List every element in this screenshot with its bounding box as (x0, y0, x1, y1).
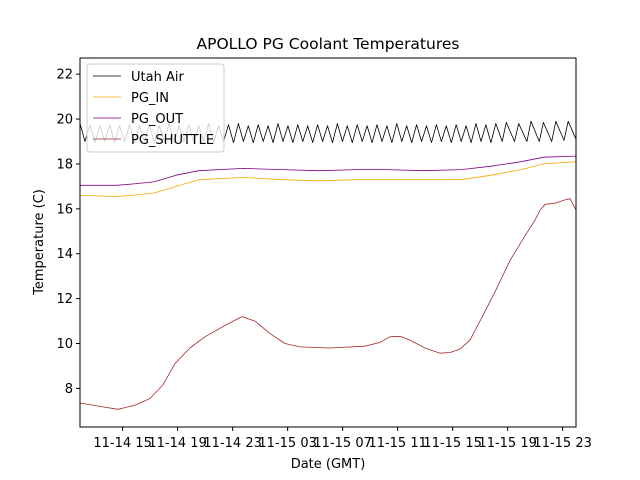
series-line-pg-shuttle (80, 198, 576, 410)
legend: Utah Air PG_IN PG_OUT PG_SHUTTLE (86, 63, 225, 153)
chart-title: APOLLO PG Coolant Temperatures (197, 35, 460, 53)
legend-label: PG_IN (131, 91, 169, 106)
x-tick-label: 11-15 23 (533, 436, 591, 451)
y-tick-label: 10 (56, 337, 73, 352)
y-tick-label: 18 (56, 157, 73, 172)
x-tick-label: 11-15 11 (368, 436, 426, 451)
x-tick-label: 11-14 23 (203, 436, 261, 451)
y-tick-label: 14 (56, 247, 73, 262)
x-tick-label: 11-14 15 (93, 436, 151, 451)
legend-entry: PG_SHUTTLE (93, 133, 214, 148)
legend-entry: PG_IN (93, 91, 169, 106)
y-tick-label: 16 (56, 202, 73, 217)
x-axis-label: Date (GMT) (291, 457, 366, 472)
legend-label: PG_OUT (131, 112, 183, 127)
y-axis: 8 10 12 14 16 18 20 22 (56, 68, 80, 397)
x-tick-label: 11-15 07 (313, 436, 371, 451)
series-line-pg-in (80, 161, 576, 197)
legend-label: Utah Air (131, 70, 184, 85)
y-axis-label: Temperature (C) (32, 189, 47, 296)
y-tick-label: 20 (56, 113, 73, 128)
legend-box (86, 63, 225, 153)
legend-entry: Utah Air (93, 70, 184, 85)
x-tick-label: 11-14 19 (148, 436, 206, 451)
series-line-pg-out (80, 155, 576, 186)
y-tick-label: 12 (56, 292, 73, 307)
axes-frame (79, 57, 577, 428)
legend-label: PG_SHUTTLE (131, 133, 214, 148)
y-tick-label: 22 (56, 68, 73, 83)
x-tick-label: 11-15 15 (423, 436, 481, 451)
x-tick-label: 11-15 19 (478, 436, 536, 451)
legend-entry: PG_OUT (93, 112, 183, 127)
x-tick-label: 11-15 03 (258, 436, 316, 451)
y-tick-label: 8 (65, 382, 73, 397)
